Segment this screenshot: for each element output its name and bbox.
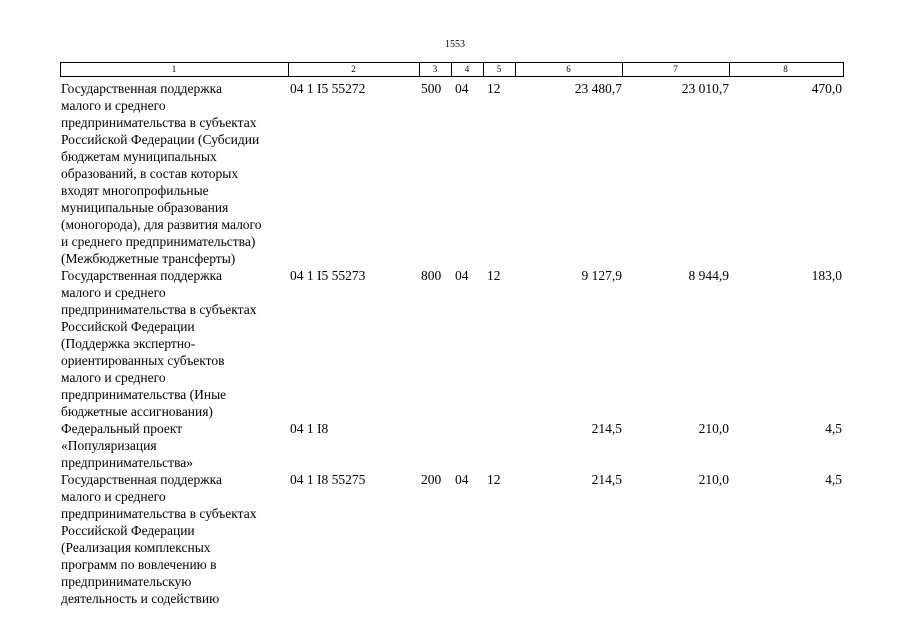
name-line: (Реализация комплексных: [61, 540, 211, 555]
code-cell: 04 1 I5 55273: [290, 268, 366, 283]
amount-cell: 214,5: [591, 421, 622, 436]
column-divider: [288, 62, 289, 77]
name-line: предпринимательства в субъектах: [61, 506, 257, 521]
name-line: малого и среднего: [61, 370, 166, 385]
cell: 12: [487, 472, 501, 487]
amount-cell: 214,5: [591, 472, 622, 487]
name-line: Государственная поддержка: [61, 472, 222, 487]
name-line: муниципальные образования: [61, 200, 229, 215]
amount-cell: 4,5: [825, 421, 842, 436]
amount-cell: 210,0: [698, 472, 729, 487]
cell: 200: [421, 472, 442, 487]
code-cell: 04 1 I5 55272: [290, 81, 366, 96]
header-cell: 2: [351, 64, 356, 74]
column-divider: [451, 62, 452, 77]
header-cell: 3: [432, 64, 438, 74]
name-line: программ по вовлечению в: [61, 557, 217, 572]
code-cell: 04 1 I8: [290, 421, 329, 436]
name-line: предпринимательства (Иные: [61, 387, 227, 402]
name-line: (моногорода), для развития малого: [61, 217, 262, 232]
name-line: деятельность и содействию: [61, 591, 220, 606]
amount-cell: 183,0: [811, 268, 842, 283]
name-line: малого и среднего: [61, 98, 166, 113]
name-line: малого и среднего: [61, 489, 166, 504]
cell: 12: [487, 268, 501, 283]
name-line: Федеральный проект: [61, 421, 183, 436]
amount-cell: 9 127,9: [581, 268, 623, 283]
header-cell: 6: [566, 64, 571, 74]
amount-cell: 23 010,7: [681, 81, 729, 96]
header-cell: 4: [464, 64, 470, 74]
header-cell: 5: [496, 64, 502, 74]
name-line: малого и среднего: [61, 285, 166, 300]
header-cell: 8: [783, 64, 788, 74]
name-line: и среднего предпринимательства): [61, 234, 256, 249]
amount-cell: 23 480,7: [574, 81, 622, 96]
column-divider: [622, 62, 623, 77]
amount-cell: 8 944,9: [688, 268, 730, 283]
amount-cell: 210,0: [698, 421, 729, 436]
name-line: предпринимательскую: [61, 574, 192, 589]
cell: 800: [421, 268, 442, 283]
name-line: Государственная поддержка: [61, 268, 222, 283]
name-line: «Популяризация: [61, 438, 157, 453]
name-line: входят многопрофильные: [61, 183, 209, 198]
header-cell: 7: [673, 64, 678, 74]
name-line: Российской Федерации (Субсидии: [61, 132, 260, 147]
header-cell: 1: [171, 64, 177, 74]
name-line: Российской Федерации: [61, 523, 195, 538]
name-line: ориентированных субъектов: [61, 353, 225, 368]
cell: 04: [455, 268, 469, 283]
name-line: бюджетные ассигнования): [61, 404, 213, 419]
code-cell: 04 1 I8 55275: [290, 472, 366, 487]
name-line: (Поддержка экспертно-: [61, 336, 196, 351]
column-divider: [729, 62, 730, 77]
page-number: 1553: [445, 39, 465, 50]
name-line: (Межбюджетные трансферты): [61, 251, 236, 266]
column-divider: [483, 62, 484, 77]
amount-cell: 470,0: [811, 81, 842, 96]
amount-cell: 4,5: [825, 472, 842, 487]
name-line: предпринимательства в субъектах: [61, 115, 257, 130]
name-line: Российской Федерации: [61, 319, 195, 334]
column-divider: [419, 62, 420, 77]
name-line: предпринимательства»: [61, 455, 194, 470]
name-line: бюджетам муниципальных: [61, 149, 217, 164]
name-line: Государственная поддержка: [61, 81, 222, 96]
name-line: предпринимательства в субъектах: [61, 302, 257, 317]
name-line: образований, в состав которых: [61, 166, 239, 181]
cell: 04: [455, 472, 469, 487]
column-divider: [515, 62, 516, 77]
cell: 500: [421, 81, 442, 96]
cell: 12: [487, 81, 501, 96]
header-box: [60, 62, 844, 77]
cell: 04: [455, 81, 469, 96]
